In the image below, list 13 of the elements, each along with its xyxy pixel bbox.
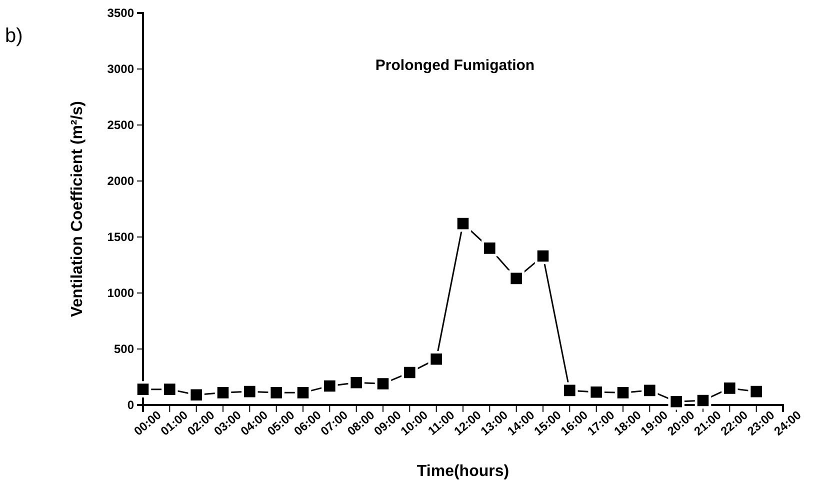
y-tick-label: 2000: [107, 174, 134, 188]
y-axis-title: Ventilation Coefficient (m²/s): [69, 100, 86, 318]
text: Prolonged Fumigation: [375, 57, 535, 74]
text: b): [5, 25, 23, 47]
y-tick-label: 500: [114, 342, 134, 356]
y-tick-label: 2500: [107, 118, 134, 132]
point: [482, 240, 498, 256]
y-tick-label: 0: [127, 398, 134, 412]
x-axis-title: Time(hours): [416, 463, 510, 480]
y-tick-label: 1500: [107, 230, 134, 244]
y-tick-label: 3500: [107, 6, 134, 20]
y-tick-label: 3000: [107, 62, 134, 76]
y-tick-label: 1000: [107, 286, 134, 300]
